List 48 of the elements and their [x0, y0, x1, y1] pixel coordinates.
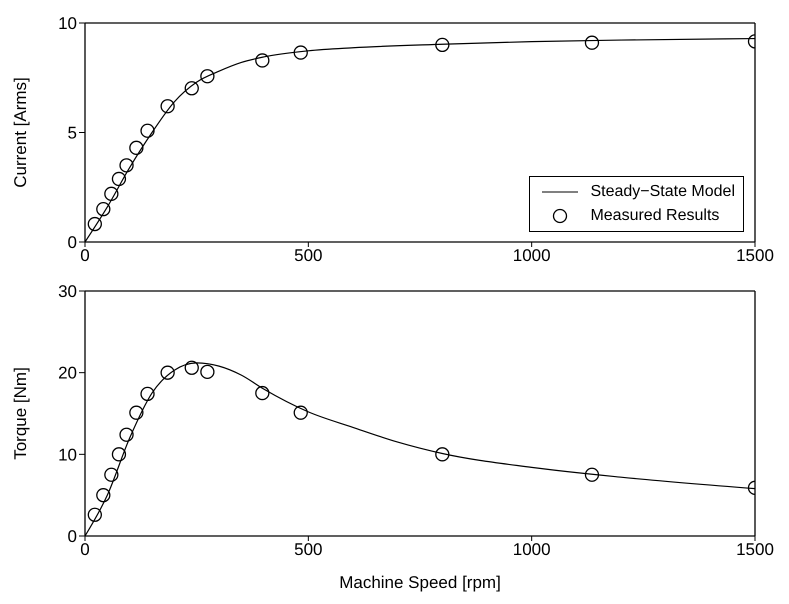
x-tick-label: 1500	[736, 246, 774, 266]
y-tick-label: 10	[58, 445, 77, 464]
x-tick-label: 0	[80, 540, 90, 560]
point	[112, 172, 126, 186]
point	[88, 216, 102, 232]
point	[140, 124, 155, 138]
point	[160, 366, 175, 380]
y-tick-label: 30	[58, 282, 77, 302]
y-tick-label: 10	[58, 14, 77, 34]
y-axis-title: Current [Arms]	[11, 77, 30, 188]
point	[119, 158, 134, 172]
x-axis-title: Machine Speed [rpm]	[339, 573, 501, 592]
point	[584, 468, 600, 482]
point	[435, 447, 450, 462]
point	[129, 140, 144, 155]
x-tick-label: 1500	[736, 540, 774, 560]
x-tick-label: 500	[294, 540, 323, 560]
point	[104, 186, 119, 201]
y-tick-label: 5	[68, 124, 77, 143]
point	[294, 406, 308, 420]
point	[184, 81, 199, 96]
x-tick-label: 500	[294, 246, 323, 266]
point	[584, 36, 600, 50]
point	[96, 202, 110, 216]
point	[255, 386, 270, 400]
point	[160, 99, 175, 114]
y-tick-label: 0	[68, 527, 77, 546]
point	[255, 53, 270, 68]
point	[104, 468, 119, 482]
x-tick-label: 1000	[512, 540, 551, 560]
y-axis-title: Torque [Nm]	[11, 367, 30, 460]
point	[200, 364, 215, 379]
x-tick-label: 1000	[512, 246, 551, 266]
point	[200, 69, 215, 84]
point	[184, 360, 199, 375]
point	[294, 45, 308, 60]
point	[112, 447, 126, 462]
legend-label: Measured Results	[590, 207, 720, 225]
point	[140, 386, 155, 402]
point	[129, 406, 144, 420]
point	[88, 508, 102, 522]
legend-label: Steady−State Model	[590, 183, 735, 201]
point	[119, 428, 134, 442]
y-tick-label: 20	[58, 364, 77, 383]
point	[96, 488, 110, 502]
x-tick-label: 0	[80, 246, 90, 266]
y-tick-label: 0	[68, 233, 77, 252]
point	[435, 38, 450, 52]
